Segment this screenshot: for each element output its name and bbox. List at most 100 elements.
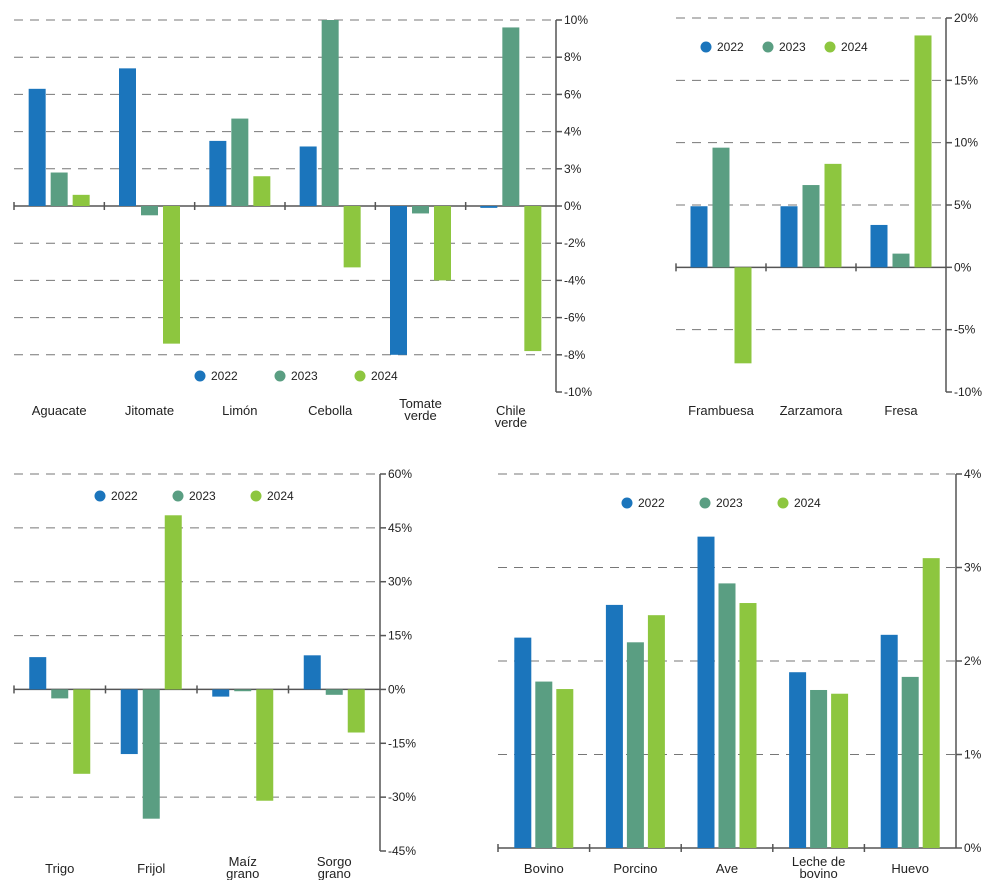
- y-tick-label: 10%: [564, 13, 588, 27]
- bar-2024-frambuesa: [734, 267, 752, 364]
- y-tick-label: -5%: [954, 323, 976, 337]
- x-category-label: Aguacate: [32, 403, 87, 418]
- bar-2023-frambuesa: [712, 147, 730, 268]
- x-category-label: Jitomate: [125, 403, 174, 418]
- legend-label-2023: 2023: [716, 496, 743, 510]
- bar-2024-sorgo-grano: [347, 689, 365, 733]
- y-tick-label: 0%: [964, 841, 982, 855]
- y-tick-label: 20%: [954, 11, 978, 25]
- legend-swatch-2023: [699, 497, 711, 509]
- legend-swatch-2024: [777, 497, 789, 509]
- x-category-label-line: Tomate: [399, 396, 442, 411]
- y-tick-label: 8%: [564, 50, 582, 64]
- legend-label-2022: 2022: [717, 40, 744, 54]
- y-tick-label: -30%: [388, 790, 416, 804]
- y-tick-label: 1%: [964, 748, 982, 762]
- bar-2023-chile-verde: [502, 27, 520, 206]
- x-category-label-line: grano: [226, 866, 259, 880]
- bar-2023-porcino: [626, 642, 644, 848]
- bar-2022-fresa: [870, 224, 888, 268]
- bar-2022-tomate-verde: [390, 206, 407, 355]
- x-category-label: Tomate verde: [399, 396, 442, 423]
- x-category-label: Maíz grano: [226, 854, 259, 880]
- y-tick-label: 15%: [388, 629, 412, 643]
- legend-swatch-2024: [250, 490, 262, 502]
- bar-2022-trigo: [29, 657, 47, 690]
- bar-2024-zarzamora: [824, 163, 842, 268]
- bar-2023-sorgo-grano: [325, 689, 343, 695]
- legend-swatch-2023: [172, 490, 184, 502]
- bar-2022-zarzamora: [780, 206, 798, 268]
- bar-2023-ave: [718, 583, 736, 848]
- bar-2022-porcino: [605, 604, 623, 848]
- y-tick-label: 4%: [564, 125, 582, 139]
- bar-2023-zarzamora: [802, 185, 820, 268]
- bar-2023-cebolla: [321, 20, 339, 206]
- x-category-label: Fresa: [884, 403, 918, 418]
- bar-2024-huevo: [922, 558, 940, 848]
- bar-2023-maíz-grano: [234, 689, 252, 692]
- y-tick-label: -2%: [564, 236, 586, 250]
- legend-swatch-2023: [762, 41, 774, 53]
- bar-2022-leche-de-bovino: [789, 672, 807, 848]
- x-category-label: Frijol: [137, 861, 165, 876]
- bar-2024-fresa: [914, 35, 932, 268]
- legend-swatch-2022: [94, 490, 106, 502]
- x-category-label-line: Sorgo: [317, 854, 352, 869]
- y-tick-label: 15%: [954, 73, 978, 87]
- legend: 2022 2023 2024: [194, 369, 398, 383]
- x-category-label: Bovino: [524, 861, 564, 876]
- legend-label-2023: 2023: [779, 40, 806, 54]
- legend-label-2022: 2022: [111, 489, 138, 503]
- legend-swatch-2023: [274, 370, 286, 382]
- bar-2024-trigo: [73, 689, 91, 774]
- x-category-label-line: bovino: [799, 866, 837, 880]
- y-tick-label: 3%: [964, 561, 982, 575]
- legend: 2022 2023 2024: [700, 40, 868, 54]
- x-category-label: Huevo: [891, 861, 929, 876]
- bar-2023-frijol: [142, 689, 160, 819]
- chart-3: 60% 45% 30% 15% 0% -15% -30% -45% Trigo Frijol Maí…: [13, 467, 416, 880]
- bar-2024-limón: [253, 176, 271, 206]
- chart-2: 20% 15% 10% 5% 0% -5% -10% Frambuesa Zarzamora Fr…: [675, 11, 982, 418]
- legend-label-2024: 2024: [267, 489, 294, 503]
- bar-2022-sorgo-grano: [303, 655, 321, 690]
- bar-2024-tomate-verde: [434, 206, 451, 281]
- legend-label-2024: 2024: [841, 40, 868, 54]
- bar-2024-bovino: [556, 689, 574, 848]
- bar-2023-bovino: [535, 681, 553, 848]
- bar-2022-frambuesa: [690, 206, 708, 268]
- bar-2023-aguacate: [50, 172, 68, 206]
- bar-2022-bovino: [514, 637, 532, 848]
- x-category-label-line: Chile: [496, 403, 526, 418]
- bar-2022-frijol: [120, 689, 138, 755]
- bar-2023-trigo: [51, 689, 69, 699]
- y-tick-label: 6%: [564, 87, 582, 101]
- y-tick-label: 2%: [964, 654, 982, 668]
- legend-swatch-2022: [621, 497, 633, 509]
- bar-2022-maíz-grano: [212, 689, 230, 697]
- bar-2022-jitomate: [119, 68, 136, 206]
- y-tick-label: -10%: [564, 385, 592, 399]
- bar-2022-ave: [697, 536, 715, 848]
- legend-label-2023: 2023: [291, 369, 318, 383]
- x-category-label: Ave: [716, 861, 738, 876]
- y-tick-label: -45%: [388, 844, 416, 858]
- x-category-label-line: verde: [495, 415, 528, 430]
- bar-2023-leche-de-bovino: [810, 689, 828, 848]
- y-tick-label: 30%: [388, 575, 412, 589]
- x-category-label: Leche de bovino: [792, 854, 846, 880]
- legend-label-2022: 2022: [211, 369, 238, 383]
- bar-2024-cebolla: [343, 206, 361, 268]
- legend-swatch-2022: [194, 370, 206, 382]
- legend-swatch-2024: [824, 41, 836, 53]
- bar-2024-leche-de-bovino: [831, 693, 849, 848]
- y-tick-label: 60%: [388, 467, 412, 481]
- y-tick-label: 45%: [388, 521, 412, 535]
- bar-2022-chile-verde: [480, 206, 498, 208]
- x-category-label: Sorgo grano: [317, 854, 352, 880]
- bar-2024-ave: [739, 603, 757, 848]
- x-category-label: Limón: [222, 403, 257, 418]
- bar-2024-jitomate: [163, 206, 180, 344]
